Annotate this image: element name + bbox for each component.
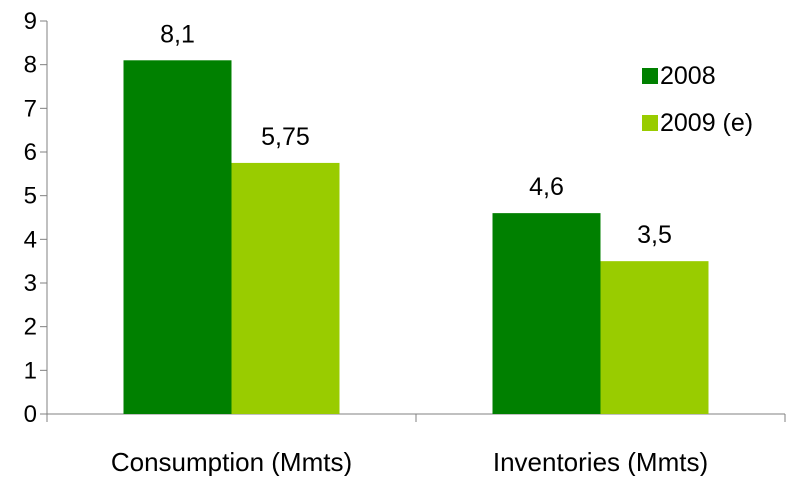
legend: 2008 2009 (e) <box>642 62 753 137</box>
bar-data-label: 4,6 <box>529 173 564 201</box>
y-tick-label: 2 <box>24 314 37 341</box>
x-axis: Consumption (Mmts) Inventories (Mmts) <box>46 413 786 477</box>
bar-series <box>123 60 709 415</box>
bar <box>600 261 709 414</box>
legend-label: 2008 <box>660 62 716 90</box>
y-tick-label: 3 <box>24 270 37 297</box>
legend-swatch <box>642 68 658 84</box>
bar <box>231 162 340 414</box>
y-tick-label: 5 <box>24 183 37 210</box>
bar <box>492 213 601 414</box>
y-tick-label: 8 <box>24 52 37 79</box>
bar-data-label: 3,5 <box>637 221 672 249</box>
y-tick-label: 4 <box>24 226 37 253</box>
legend-label: 2009 (e) <box>660 109 753 137</box>
legend-swatch <box>642 115 658 131</box>
bar-data-label: 5,75 <box>261 123 310 151</box>
bar <box>123 60 232 415</box>
y-tick-label: 1 <box>24 357 37 384</box>
bar-data-label: 8,1 <box>160 20 195 48</box>
y-axis: 0 1 2 3 4 5 6 7 8 9 <box>24 8 48 428</box>
data-labels: 8,1 4,6 5,75 3,5 <box>160 20 672 249</box>
y-tick-label: 9 <box>24 8 37 35</box>
x-category-label: Consumption (Mmts) <box>111 447 352 476</box>
y-tick-label: 7 <box>24 95 37 122</box>
y-tick-label: 0 <box>24 401 37 428</box>
y-tick-label: 6 <box>24 139 37 166</box>
x-category-label: Inventories (Mmts) <box>493 447 708 476</box>
